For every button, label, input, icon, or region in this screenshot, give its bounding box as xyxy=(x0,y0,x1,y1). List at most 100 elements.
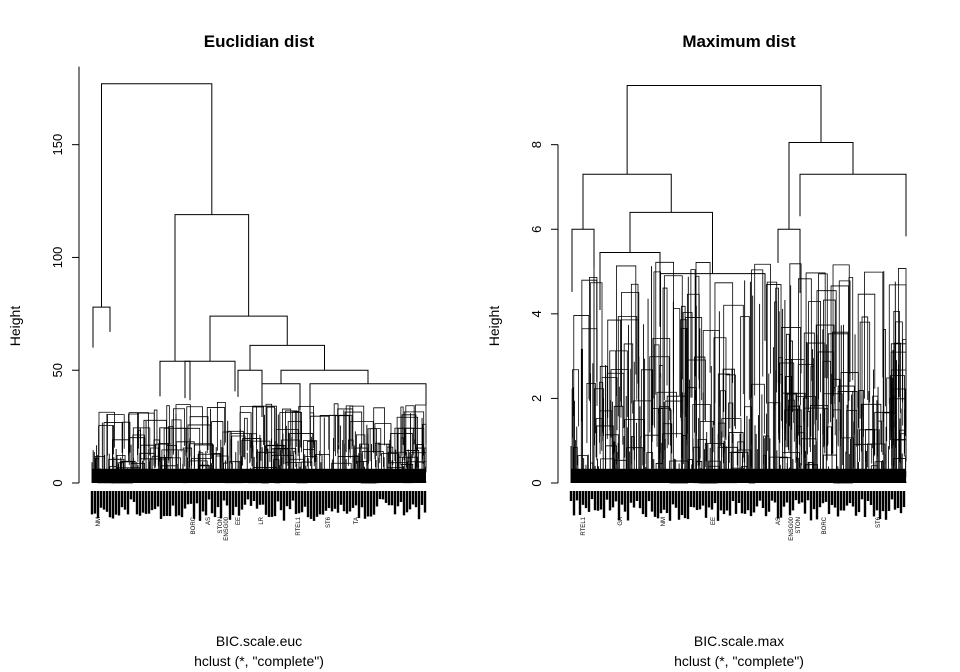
dendrogram-branch xyxy=(897,268,907,398)
leaf-label-mark xyxy=(602,491,606,519)
leaf-label-mark xyxy=(824,491,828,502)
leaf-label-mark xyxy=(875,491,879,511)
leaf-label-mark xyxy=(96,491,100,518)
dendrogram-branch xyxy=(407,457,411,473)
leaf-label-mark xyxy=(662,491,666,510)
dendrogram-branch xyxy=(182,447,193,470)
leaf-label-mark xyxy=(381,491,385,500)
leaf-label-mark xyxy=(617,491,621,521)
leaf-label-mark xyxy=(348,491,352,512)
leaf-label-mark xyxy=(710,491,714,510)
dendrogram-branch xyxy=(98,425,114,461)
dendrogram-branch xyxy=(107,414,125,456)
leaf-label-mark xyxy=(608,491,612,511)
leaf-label-mark xyxy=(578,491,582,515)
leaf-label-mark xyxy=(219,491,223,518)
dendrogram-branch xyxy=(890,375,905,441)
leaf-label-mark xyxy=(270,491,274,517)
leaf-label-mark xyxy=(674,491,678,508)
dendrogram-branch xyxy=(408,452,427,471)
dendrogram-branch xyxy=(623,343,634,428)
dendrogram-branch xyxy=(344,411,363,455)
dendrogram-branch xyxy=(572,369,580,438)
dendrogram-branch xyxy=(719,390,726,447)
euclidean-panel: Euclidian dist Height BIC.scale.euc hclu… xyxy=(7,32,427,669)
leaf-label-mark xyxy=(665,491,669,514)
leaf-label-mark xyxy=(698,491,702,510)
leaf-label-mark xyxy=(132,491,136,502)
dendrogram-branch xyxy=(415,461,425,475)
leaf-label-mark xyxy=(252,491,256,502)
dendrogram-branch xyxy=(893,458,907,474)
leaf-label-mark xyxy=(860,491,864,500)
leaf-label-mark xyxy=(842,491,846,511)
leaf-label-mark xyxy=(575,491,579,501)
leaf-label-mark xyxy=(623,491,627,512)
leaf-label: AS xyxy=(776,517,782,525)
leaf-label-mark xyxy=(782,491,786,507)
dendrogram-branch xyxy=(680,319,688,418)
dendrogram-branch xyxy=(251,440,271,467)
leaf-label-mark xyxy=(785,491,789,503)
dendrogram-branch xyxy=(139,452,155,472)
dendrogram-branch xyxy=(354,455,359,473)
dendrogram-branch xyxy=(187,424,211,460)
leaf-label-mark xyxy=(689,491,693,507)
dendrogram-branch xyxy=(882,329,886,422)
leaf-label-mark xyxy=(312,491,316,521)
dendrogram-branch xyxy=(390,433,413,464)
dendrogram-branch xyxy=(396,456,419,473)
dendrogram-branch xyxy=(857,293,876,408)
leaf-label-mark xyxy=(839,491,843,511)
leaf-label-mark xyxy=(273,491,277,517)
maximum-panel: Maximum dist Height BIC.scale.max hclust… xyxy=(486,32,907,669)
leaf-label-mark xyxy=(210,491,214,514)
dendrogram-branch xyxy=(838,280,851,403)
leaf-label-mark xyxy=(189,491,193,504)
dendrogram-branch xyxy=(725,374,736,440)
leaf-label-mark xyxy=(204,491,208,516)
leaf-label-mark xyxy=(611,491,615,508)
leaf-label-mark xyxy=(635,491,639,501)
leaf-label-mark xyxy=(737,491,741,503)
dendrogram-branch xyxy=(186,406,203,453)
leaf-label-mark xyxy=(590,491,594,500)
leaf-band xyxy=(92,468,426,483)
leaf-label-mark xyxy=(806,491,810,501)
leaf-label-mark xyxy=(833,491,837,508)
dendrogram-branch xyxy=(823,454,837,472)
leaf-label-mark xyxy=(402,491,406,516)
leaf-label: LR xyxy=(259,516,265,524)
y-tick-label: 4 xyxy=(529,310,544,317)
dendrogram-branch xyxy=(103,422,123,459)
dendrogram-branch xyxy=(842,437,854,465)
dendrogram-branch xyxy=(789,263,802,396)
dendrogram-branch xyxy=(373,407,385,453)
leaf-label-mark xyxy=(366,491,370,517)
dendrogram-branch xyxy=(785,376,792,441)
leaf-label-mark xyxy=(228,491,232,520)
leaf-label-mark xyxy=(767,491,771,512)
dendrogram-branch xyxy=(662,423,673,460)
dendrogram-branch xyxy=(893,311,900,415)
dendrogram-branch xyxy=(275,429,299,462)
dendrogram-branch xyxy=(656,391,677,447)
dendrogram-branch xyxy=(239,406,257,453)
leaf-label-mark xyxy=(695,491,699,511)
dendrogram-branch xyxy=(309,412,315,455)
dendrogram-branch xyxy=(571,228,595,292)
dendrogram-branch xyxy=(582,173,672,230)
dendrogram-branch xyxy=(780,327,801,421)
leaf-label-mark xyxy=(168,491,172,517)
dendrogram-branch xyxy=(188,443,213,468)
leaf-label-mark xyxy=(354,491,358,506)
leaf-label-mark xyxy=(680,491,684,516)
dendrogram-branch xyxy=(404,450,420,470)
dendrogram-branch xyxy=(95,457,99,474)
dendrogram-branch xyxy=(798,278,812,402)
dendrogram-branch xyxy=(143,419,167,458)
leaf-label-mark xyxy=(749,491,753,517)
dendrogram-branch xyxy=(740,316,750,417)
leaf-label-mark xyxy=(225,491,229,506)
dendrogram-branch xyxy=(830,285,849,405)
